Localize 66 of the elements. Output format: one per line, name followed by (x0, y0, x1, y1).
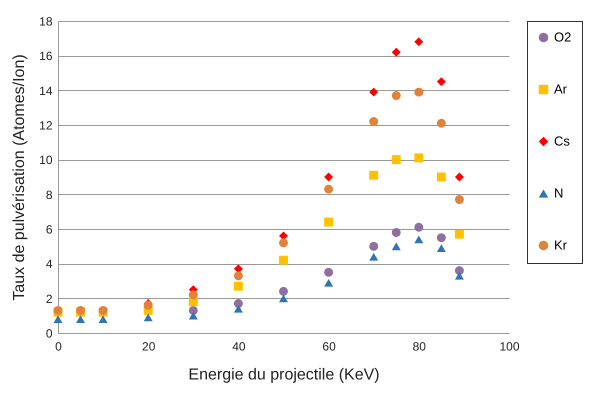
x-tick-label: 40 (232, 340, 246, 354)
point (324, 268, 334, 277)
point (324, 172, 334, 182)
point (414, 153, 424, 162)
point (454, 195, 464, 204)
point (414, 222, 424, 232)
point (234, 282, 243, 291)
point (392, 228, 401, 237)
point (436, 244, 446, 252)
point (369, 88, 378, 97)
y-tick-label: 6 (46, 222, 53, 236)
point (369, 242, 378, 251)
point (54, 315, 62, 324)
point (279, 256, 288, 265)
point (369, 252, 378, 261)
y-tick-label: 16 (39, 49, 53, 64)
point (188, 290, 198, 300)
point (279, 294, 288, 302)
x-tick-label: 80 (412, 340, 426, 354)
point (324, 218, 334, 227)
y-tick-label: 0 (46, 326, 53, 340)
point (392, 91, 401, 100)
point (369, 117, 378, 126)
point (144, 314, 153, 322)
legend-label: Ar (554, 82, 568, 96)
point (454, 230, 464, 239)
x-tick-label: 20 (142, 340, 156, 354)
point (234, 304, 243, 313)
point (279, 238, 288, 248)
point (436, 77, 446, 86)
point (279, 286, 288, 296)
point (436, 172, 446, 182)
point (76, 315, 86, 324)
point (392, 48, 401, 57)
x-tick-label: 60 (322, 340, 336, 354)
legend-label: O2 (554, 30, 572, 44)
point (369, 170, 378, 180)
point (454, 172, 464, 182)
y-tick-label: 10 (39, 153, 53, 168)
legend-label: Cs (554, 134, 570, 148)
y-tick-label: 2 (46, 292, 53, 306)
y-tick-label: 14 (39, 84, 53, 98)
y-tick-label: 18 (39, 14, 53, 28)
x-tick-label: 0 (55, 340, 62, 354)
point (234, 271, 243, 280)
y-tick-label: 8 (46, 188, 53, 202)
point (436, 118, 446, 128)
legend-label: Kr (554, 238, 568, 252)
point (454, 272, 464, 280)
y-tick-label: 4 (46, 257, 53, 272)
point (392, 155, 401, 164)
y-axis-title: Taux de pulvérisation (Atomes/Ion) (11, 54, 28, 301)
y-tick-label: 12 (39, 118, 53, 132)
point (454, 266, 464, 276)
legend-label: N (554, 186, 564, 200)
x-axis-title: Energie du projectile (KeV) (188, 366, 380, 384)
point (414, 37, 424, 46)
point (98, 315, 108, 324)
point (414, 236, 424, 244)
point (392, 242, 401, 250)
x-tick-label: 100 (499, 340, 520, 354)
point (436, 233, 446, 242)
point (324, 184, 334, 194)
point (324, 278, 334, 287)
point (188, 312, 198, 320)
point (414, 88, 424, 97)
